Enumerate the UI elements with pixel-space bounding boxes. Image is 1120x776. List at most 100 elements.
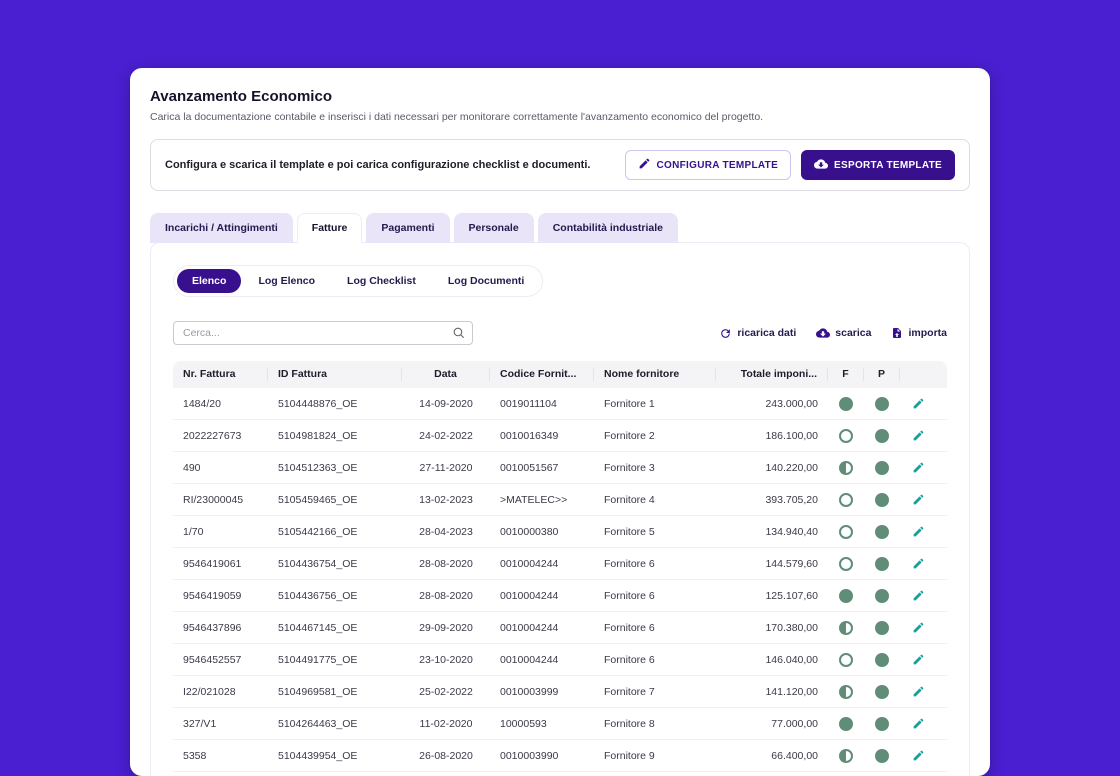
cell-f-status	[828, 396, 864, 411]
pencil-icon	[913, 526, 924, 536]
cell-totale-imponibile: 140.220,00	[765, 461, 818, 474]
edit-row-button[interactable]	[910, 555, 927, 572]
edit-row-button[interactable]	[910, 427, 927, 444]
cell-codice-fornitore: 0010051567	[500, 461, 559, 474]
tab-personale[interactable]: Personale	[453, 213, 534, 243]
table-row: 1/70 5105442166_OE 28-04-2023 0010000380…	[173, 516, 947, 548]
scarica-button[interactable]: scarica	[816, 326, 871, 340]
search-box	[173, 321, 473, 345]
cell-nr-fattura: I22/021028	[183, 685, 236, 698]
table-row: 9546452557 5104491775_OE 23-10-2020 0010…	[173, 644, 947, 676]
cell-nr-fattura: RI/23000045	[183, 493, 244, 506]
cell-nome-fornitore: Fornitore 9	[604, 749, 655, 762]
ricarica-dati-button[interactable]: ricarica dati	[719, 327, 796, 340]
pencil-icon	[913, 654, 924, 664]
page-subtitle: Carica la documentazione contabile e ins…	[150, 111, 764, 123]
cell-data: 29-09-2020	[419, 621, 473, 634]
edit-row-button[interactable]	[910, 395, 927, 412]
cell-nr-fattura: 490	[183, 461, 201, 474]
cell-edit	[900, 427, 936, 445]
cell-edit	[900, 715, 936, 733]
cell-f-status	[828, 460, 864, 475]
column-header-p: P	[864, 368, 900, 381]
table-row: I22/021028 5104969581_OE 25-02-2022 0010…	[173, 676, 947, 708]
cell-edit	[900, 459, 936, 477]
cell-id-fattura: 5104448876_OE	[278, 397, 358, 410]
subtab-elenco[interactable]: Elenco	[177, 269, 242, 293]
p-status-icon	[875, 748, 889, 763]
table-row: 2022227673 5104981824_OE 24-02-2022 0010…	[173, 420, 947, 452]
cell-nr-fattura: 9546419061	[183, 557, 242, 570]
cell-edit	[900, 523, 936, 541]
subtab-log-documenti[interactable]: Log Documenti	[447, 275, 525, 287]
cell-nr-fattura: 327/V1	[183, 717, 217, 730]
cell-nome-fornitore: Fornitore 4	[604, 493, 655, 506]
p-status-icon	[875, 556, 889, 571]
table-body: 1484/20 5104448876_OE 14-09-2020 0019011…	[173, 388, 947, 776]
p-status-icon	[875, 428, 889, 443]
configura-template-button[interactable]: CONFIGURA TEMPLATE	[624, 150, 792, 180]
edit-row-button[interactable]	[910, 683, 927, 700]
cell-p-status	[864, 716, 900, 731]
esporta-template-button[interactable]: ESPORTA TEMPLATE	[801, 150, 955, 180]
pencil-icon	[913, 686, 924, 696]
cell-f-status	[828, 556, 864, 571]
avanzamento-economico-card: Avanzamento Economico Carica la document…	[130, 68, 990, 776]
p-status-icon	[875, 396, 889, 411]
cell-nr-fattura: 9546452557	[183, 653, 242, 666]
cell-nr-fattura: 5358	[183, 749, 207, 762]
cell-edit	[900, 587, 936, 605]
edit-row-button[interactable]	[910, 523, 927, 540]
pencil-icon	[913, 462, 924, 472]
fatture-table: Nr. Fattura ID Fattura Data Codice Fornit..…	[173, 361, 947, 776]
importa-label: importa	[908, 327, 947, 339]
tab-incarichi-attingimenti[interactable]: Incarichi / Attingimenti	[150, 213, 293, 243]
cell-p-status	[864, 524, 900, 539]
column-header-f: F	[828, 368, 864, 381]
pencil-icon	[913, 494, 924, 504]
f-status-icon	[839, 588, 853, 603]
template-config-icon	[638, 157, 651, 173]
cell-data: 24-02-2022	[419, 429, 473, 442]
cell-nr-fattura: 9546419059	[183, 589, 242, 602]
cell-nome-fornitore: Fornitore 6	[604, 653, 655, 666]
page-title: Avanzamento Economico	[150, 88, 332, 105]
cell-id-fattura: 5104981824_OE	[278, 429, 358, 442]
subtabs: Elenco Log Elenco Log Checklist Log Documen…	[173, 265, 544, 297]
tab-pagamenti[interactable]: Pagamenti	[366, 213, 450, 243]
cell-nome-fornitore: Fornitore 6	[604, 621, 655, 634]
subtab-log-elenco[interactable]: Log Elenco	[258, 275, 316, 287]
pencil-icon	[913, 622, 924, 632]
download-icon	[816, 326, 831, 340]
cell-id-fattura: 5104491775_OE	[278, 653, 358, 666]
cell-f-status	[828, 588, 864, 603]
f-status-icon	[839, 652, 853, 667]
tab-fatture[interactable]: Fatture	[296, 213, 363, 243]
search-input[interactable]	[173, 321, 473, 345]
column-header-nr-fattura: Nr. Fattura	[173, 368, 268, 381]
table-row: RI/23000045 5105459465_OE 13-02-2023 >MA…	[173, 484, 947, 516]
edit-row-button[interactable]	[910, 587, 927, 604]
edit-row-button[interactable]	[910, 459, 927, 476]
tab-contabilit-industriale[interactable]: Contabilità industriale	[537, 213, 678, 243]
esporta-template-label: ESPORTA TEMPLATE	[834, 159, 942, 171]
edit-row-button[interactable]	[910, 747, 927, 764]
edit-row-button[interactable]	[910, 491, 927, 508]
cell-p-status	[864, 588, 900, 603]
cell-data: 26-08-2020	[419, 749, 473, 762]
cell-f-status	[828, 428, 864, 443]
f-status-icon	[839, 748, 853, 763]
cell-codice-fornitore: 0019011104	[500, 397, 557, 410]
importa-button[interactable]: importa	[891, 327, 947, 339]
edit-row-button[interactable]	[910, 651, 927, 668]
p-status-icon	[875, 588, 889, 603]
edit-row-button[interactable]	[910, 619, 927, 636]
cell-totale-imponibile: 186.100,00	[765, 429, 818, 442]
subtab-log-checklist[interactable]: Log Checklist	[347, 275, 416, 287]
table-header: Nr. Fattura ID Fattura Data Codice Fornit..…	[173, 361, 947, 388]
column-header-data: Data	[402, 368, 490, 381]
cell-id-fattura: 5105442166_OE	[278, 525, 358, 538]
pencil-icon	[913, 718, 924, 728]
cell-totale-imponibile: 125.107,60	[765, 589, 818, 602]
edit-row-button[interactable]	[910, 715, 927, 732]
